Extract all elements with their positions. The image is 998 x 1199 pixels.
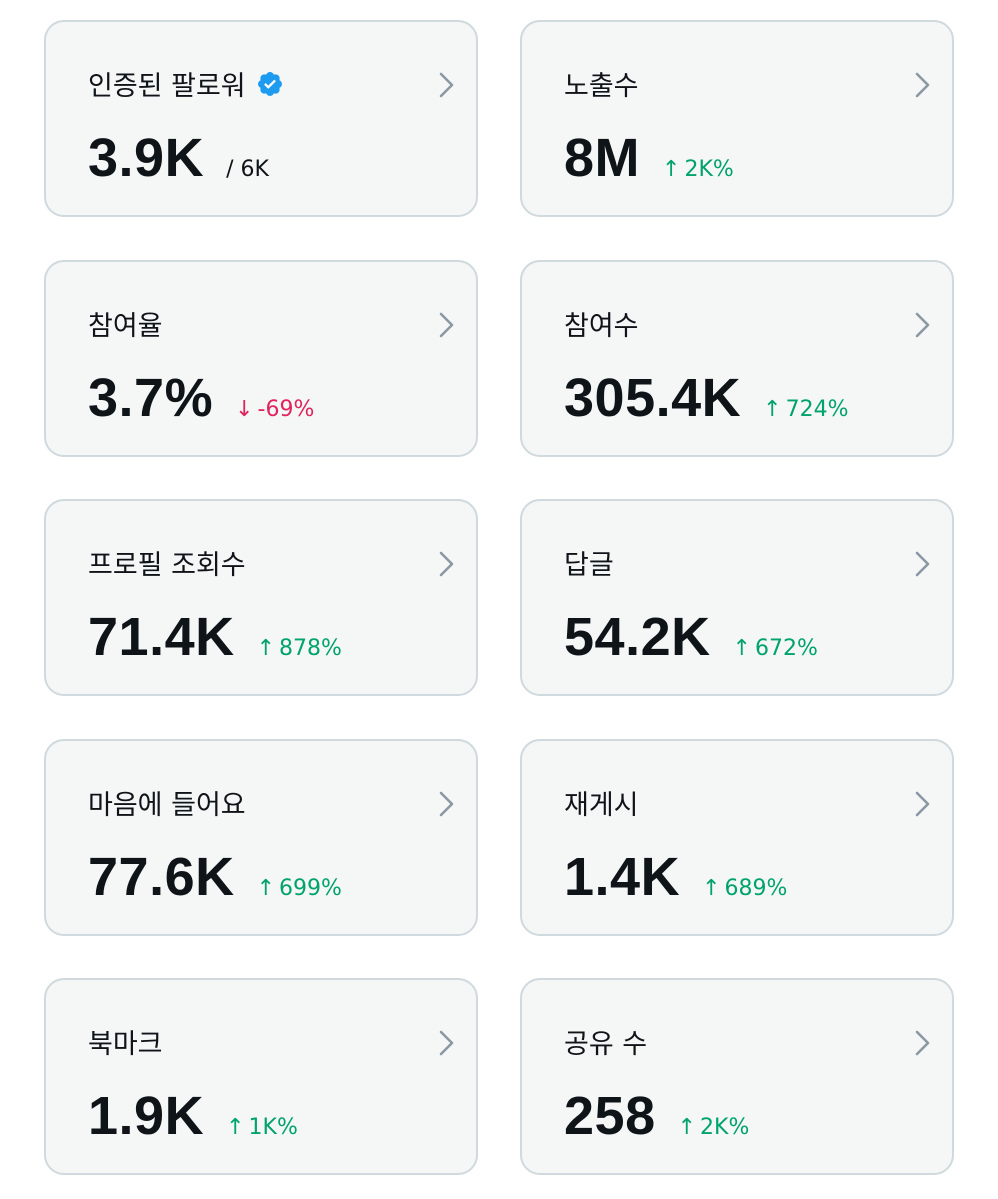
metric-delta-value: 689% [724,876,788,901]
chevron-right-icon[interactable] [912,1028,934,1058]
chevron-right-icon[interactable] [912,310,934,340]
metric-card-impressions[interactable]: 노출수 8M ↑ 2K% [520,20,954,217]
chevron-right-icon[interactable] [436,549,458,579]
metric-label-text: 인증된 팔로워 [88,71,246,102]
arrow-up-icon: ↑ [702,876,721,901]
metric-delta-value: 699% [279,876,342,901]
metric-label: 인증된 팔로워 [88,64,284,103]
metric-value: 54.2K [564,607,711,667]
metric-value-row: 305.4K ↑ 724% [564,368,848,428]
arrow-up-icon: ↑ [677,1115,697,1140]
metric-value: 258 [564,1086,656,1146]
metric-delta: ↑ 724% [763,397,848,422]
metric-card-shares[interactable]: 공유 수 258 ↑ 2K% [520,978,954,1175]
metric-label: 프로필 조회수 [88,543,246,582]
metric-label: 참여율 [88,304,163,343]
metric-label-text: 참여수 [564,311,639,342]
metric-delta: ↑ 1K% [226,1115,298,1140]
metric-value: 1.4K [564,847,681,907]
metric-delta-value: 672% [755,636,818,661]
arrow-up-icon: ↑ [732,636,752,661]
chevron-right-icon[interactable] [436,789,458,819]
arrow-up-icon: ↑ [662,157,681,182]
metric-card-engagement-rate[interactable]: 참여율 3.7% ↓ -69% [44,260,478,457]
metric-card-verified-followers[interactable]: 인증된 팔로워 3.9K / 6K [44,20,478,217]
metric-value: 305.4K [564,368,742,428]
arrow-up-icon: ↑ [256,636,276,661]
metric-value: 1.9K [88,1086,205,1146]
metric-delta-value: 878% [279,636,342,661]
metric-label: 공유 수 [564,1022,647,1061]
metric-delta: ↑ 689% [702,876,787,901]
metric-label-text: 북마크 [88,1029,163,1060]
arrow-down-icon: ↓ [235,397,254,422]
metric-value-row: 258 ↑ 2K% [564,1086,749,1146]
metric-card-reposts[interactable]: 재게시 1.4K ↑ 689% [520,739,954,936]
metric-delta: ↑ 878% [257,636,342,661]
metric-value: 77.6K [88,847,235,907]
metric-delta: ↑ 672% [733,636,818,661]
metric-label: 북마크 [88,1022,163,1061]
chevron-right-icon[interactable] [436,1028,458,1058]
metric-label-text: 노출수 [564,71,639,102]
metric-card-bookmarks[interactable]: 북마크 1.9K ↑ 1K% [44,978,478,1175]
metric-value: 3.7% [88,368,214,428]
metric-label: 참여수 [564,304,639,343]
metric-value: 8M [564,128,641,188]
metric-delta-value: 1K% [248,1115,298,1140]
metric-label-text: 재게시 [564,790,639,821]
metric-card-engagements[interactable]: 참여수 305.4K ↑ 724% [520,260,954,457]
metric-label-text: 답글 [564,550,614,581]
arrow-up-icon: ↑ [256,876,276,901]
metric-label-text: 프로필 조회수 [88,550,246,581]
metric-label: 답글 [564,543,614,582]
metric-delta-value: 2K% [684,157,734,182]
metric-delta-value: -69% [257,397,315,422]
metric-label: 마음에 들어요 [88,783,246,822]
metric-value-row: 71.4K ↑ 878% [88,607,342,667]
metric-value-row: 3.9K / 6K [88,128,269,188]
metric-label-text: 공유 수 [564,1029,648,1060]
chevron-right-icon[interactable] [912,70,934,100]
verified-badge-icon [256,70,284,98]
metric-delta-value: 2K% [700,1115,750,1140]
metric-value-row: 3.7% ↓ -69% [88,368,314,428]
metric-card-profile-visits[interactable]: 프로필 조회수 71.4K ↑ 878% [44,499,478,696]
chevron-right-icon[interactable] [436,70,458,100]
chevron-right-icon[interactable] [912,789,934,819]
metric-card-likes[interactable]: 마음에 들어요 77.6K ↑ 699% [44,739,478,936]
metric-delta: ↑ 699% [257,876,342,901]
metric-label-text: 마음에 들어요 [88,790,246,821]
metric-total: / 6K [226,157,269,182]
metric-delta: ↓ -69% [235,397,314,422]
metric-label: 노출수 [564,64,639,103]
metric-delta: ↑ 2K% [678,1115,750,1140]
arrow-up-icon: ↑ [226,1115,245,1140]
metric-value-row: 54.2K ↑ 672% [564,607,818,667]
metric-value: 71.4K [88,607,235,667]
metric-value-row: 77.6K ↑ 699% [88,847,342,907]
metric-value-row: 8M ↑ 2K% [564,128,734,188]
metric-value-row: 1.9K ↑ 1K% [88,1086,298,1146]
chevron-right-icon[interactable] [912,549,934,579]
arrow-up-icon: ↑ [763,397,782,422]
metric-label: 재게시 [564,783,639,822]
metric-card-replies[interactable]: 답글 54.2K ↑ 672% [520,499,954,696]
metric-delta-value: 724% [785,397,849,422]
chevron-right-icon[interactable] [436,310,458,340]
metric-value: 3.9K [88,128,205,188]
metric-label-text: 참여율 [88,311,163,342]
metric-value-row: 1.4K ↑ 689% [564,847,787,907]
metric-delta: ↑ 2K% [662,157,734,182]
